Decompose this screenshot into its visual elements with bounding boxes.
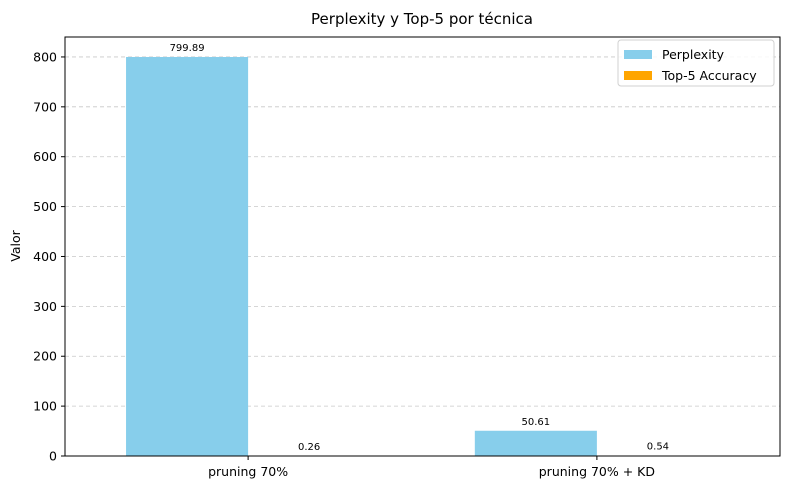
y-tick-label: 300 bbox=[33, 299, 57, 314]
y-tick-label: 100 bbox=[33, 399, 57, 414]
x-tick-label: pruning 70% + KD bbox=[539, 464, 655, 479]
bar bbox=[474, 430, 597, 456]
bar-value-label: 0.54 bbox=[647, 442, 669, 453]
y-tick-label: 700 bbox=[33, 99, 57, 114]
x-axis-ticks: pruning 70% pruning 70% + KD bbox=[208, 456, 655, 479]
data-labels: 799.89 50.61 0.26 0.54 bbox=[170, 43, 669, 453]
legend: Perplexity Top-5 Accuracy bbox=[617, 39, 775, 87]
y-tick-label: 0 bbox=[49, 449, 57, 464]
y-tick-label: 400 bbox=[33, 249, 57, 264]
y-tick-label: 200 bbox=[33, 349, 57, 364]
legend-swatch bbox=[624, 71, 652, 80]
bar-value-label: 50.61 bbox=[522, 417, 551, 428]
bar bbox=[126, 57, 249, 456]
y-axis-label: Valor bbox=[8, 229, 23, 261]
legend-box bbox=[617, 39, 775, 87]
chart-title: Perplexity y Top-5 por técnica bbox=[311, 10, 533, 28]
y-tick-label: 800 bbox=[33, 49, 57, 64]
bars bbox=[126, 57, 719, 456]
legend-label: Top-5 Accuracy bbox=[661, 68, 757, 83]
plot-frame bbox=[64, 36, 781, 457]
x-tick-label: pruning 70% bbox=[208, 464, 288, 479]
y-tick-label: 600 bbox=[33, 149, 57, 164]
bar-value-label: 0.26 bbox=[298, 442, 320, 453]
legend-label: Perplexity bbox=[662, 47, 725, 62]
y-tick-label: 500 bbox=[33, 199, 57, 214]
legend-swatch bbox=[624, 50, 652, 59]
y-axis-ticks: 0 100 200 300 400 500 600 700 800 bbox=[33, 49, 65, 464]
bar-value-label: 799.89 bbox=[170, 43, 205, 54]
